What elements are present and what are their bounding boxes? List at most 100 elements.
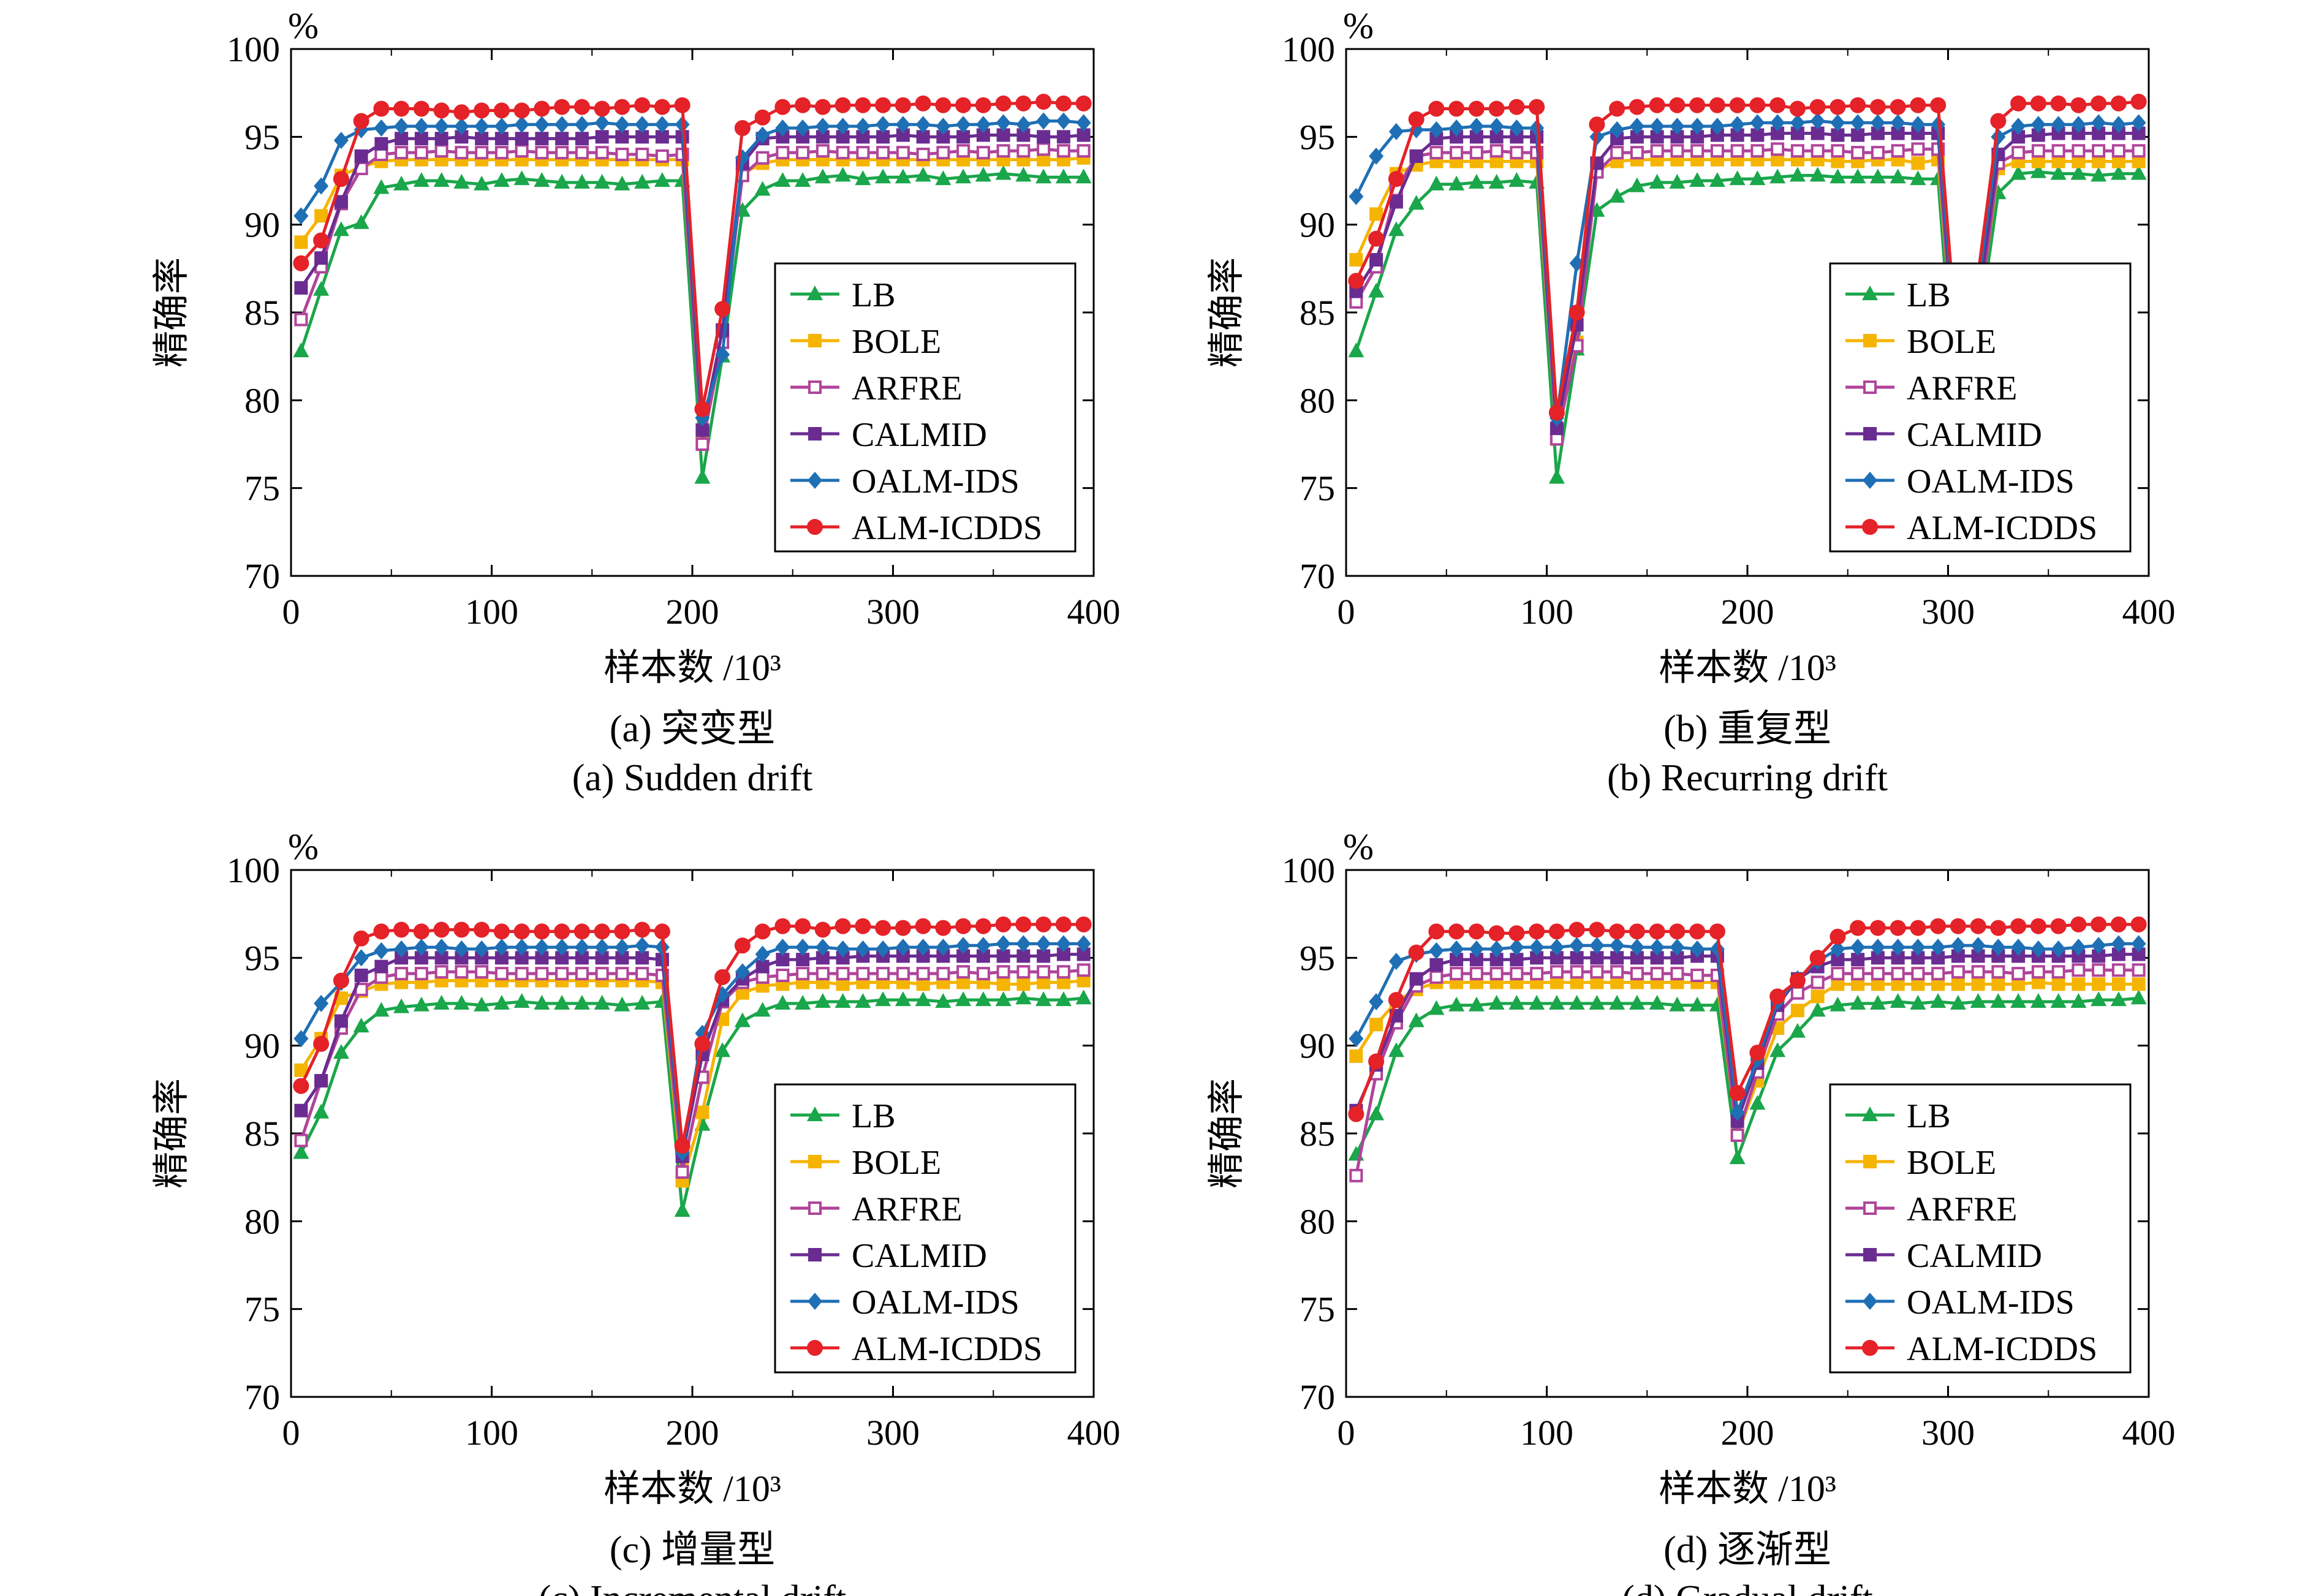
- data-point: [2111, 126, 2125, 140]
- data-point: [956, 937, 971, 955]
- data-point: [1348, 273, 1364, 289]
- data-point: [475, 951, 489, 965]
- data-point: [574, 116, 589, 134]
- data-point: [855, 918, 871, 934]
- legend-label: ARFRE: [1907, 1190, 2018, 1228]
- data-point: [1809, 950, 1826, 966]
- data-point: [2111, 977, 2125, 991]
- series-calmid: [294, 947, 1091, 1163]
- data-point: [1911, 156, 1925, 170]
- data-point: [1831, 967, 1845, 981]
- data-point: [1077, 144, 1091, 158]
- x-axis-label: 样本数 /10³: [1659, 648, 1836, 688]
- data-point: [1448, 923, 1465, 940]
- data-point: [755, 126, 770, 144]
- data-point: [1811, 975, 1825, 989]
- legend-box: [774, 1083, 1077, 1374]
- x-tick-label: 200: [666, 592, 719, 632]
- data-point: [2091, 916, 2107, 932]
- data-point: [555, 146, 569, 160]
- data-point: [1489, 130, 1504, 144]
- legend-label: BOLE: [1907, 1144, 1996, 1182]
- data-point: [1630, 146, 1644, 160]
- data-point: [996, 128, 1010, 142]
- data-point: [735, 963, 750, 981]
- data-point: [1851, 146, 1865, 160]
- data-point: [493, 923, 510, 940]
- data-point: [575, 146, 589, 160]
- data-point: [1589, 921, 1605, 938]
- data-point: [1629, 99, 1645, 115]
- data-point: [2030, 940, 2046, 958]
- legend-swatch-marker: [1863, 1155, 1877, 1168]
- x-tick-label: 0: [1338, 1413, 1355, 1453]
- data-point: [634, 97, 651, 113]
- data-point: [2070, 916, 2087, 932]
- data-point: [1670, 130, 1684, 144]
- data-point: [895, 116, 910, 134]
- data-point: [1450, 130, 1464, 144]
- legend-label: ARFRE: [1907, 369, 2018, 407]
- data-point: [834, 918, 851, 934]
- data-point: [573, 994, 590, 1010]
- series-line: [300, 968, 1084, 1174]
- legend-swatch-marker: [1862, 1340, 1878, 1356]
- data-point: [1388, 1042, 1404, 1057]
- data-point: [594, 100, 610, 117]
- data-point: [876, 940, 891, 958]
- data-point: [374, 959, 388, 974]
- data-point: [754, 109, 771, 126]
- caption-chinese: (a) 突变型: [610, 708, 775, 750]
- data-point: [1891, 126, 1905, 140]
- data-point: [1990, 920, 2007, 936]
- data-point: [2111, 116, 2126, 134]
- legend-label: LB: [1907, 1097, 1951, 1135]
- data-point: [2130, 989, 2147, 1005]
- data-point: [916, 949, 930, 963]
- data-point: [1689, 172, 1706, 187]
- data-point: [895, 939, 910, 956]
- series-alm-icdds: [1348, 916, 2147, 1122]
- data-point: [374, 137, 388, 151]
- legend-label: BOLE: [852, 1144, 941, 1182]
- data-point: [1951, 977, 1965, 991]
- data-point: [1991, 965, 2005, 979]
- data-point: [393, 100, 410, 117]
- x-tick-label: 200: [1721, 1413, 1774, 1453]
- data-point: [434, 144, 448, 158]
- data-point: [2011, 967, 2026, 981]
- data-point: [1408, 195, 1425, 210]
- data-point: [714, 1042, 731, 1057]
- data-point: [754, 181, 771, 196]
- data-point: [615, 951, 629, 965]
- legend-item-oalm-ids: OALM-IDS: [1845, 1284, 2075, 1322]
- data-point: [1550, 975, 1564, 989]
- data-point: [2030, 163, 2046, 178]
- data-point: [1348, 342, 1364, 358]
- data-point: [856, 967, 870, 981]
- legend-label: LB: [852, 276, 896, 314]
- data-point: [2072, 154, 2086, 168]
- data-point: [1650, 951, 1664, 965]
- data-point: [655, 149, 669, 163]
- data-point: [1589, 937, 1605, 955]
- x-tick-label: 0: [1338, 592, 1355, 632]
- data-point: [1750, 114, 1765, 132]
- caption-english: (b) Recurring drift: [1607, 757, 1888, 799]
- data-point: [1510, 953, 1524, 967]
- data-point: [816, 967, 830, 981]
- data-point: [413, 100, 430, 117]
- data-point: [734, 937, 751, 954]
- data-point: [2091, 991, 2107, 1007]
- data-point: [1649, 994, 1665, 1010]
- data-point: [2011, 130, 2026, 144]
- data-point: [534, 994, 550, 1010]
- data-point: [513, 993, 530, 1008]
- data-point: [2092, 144, 2106, 158]
- data-point: [1369, 1018, 1383, 1032]
- data-point: [1510, 967, 1524, 981]
- data-point: [975, 97, 991, 113]
- data-point: [976, 146, 990, 160]
- legend-swatch-marker: [808, 1201, 822, 1215]
- data-point: [1429, 958, 1444, 972]
